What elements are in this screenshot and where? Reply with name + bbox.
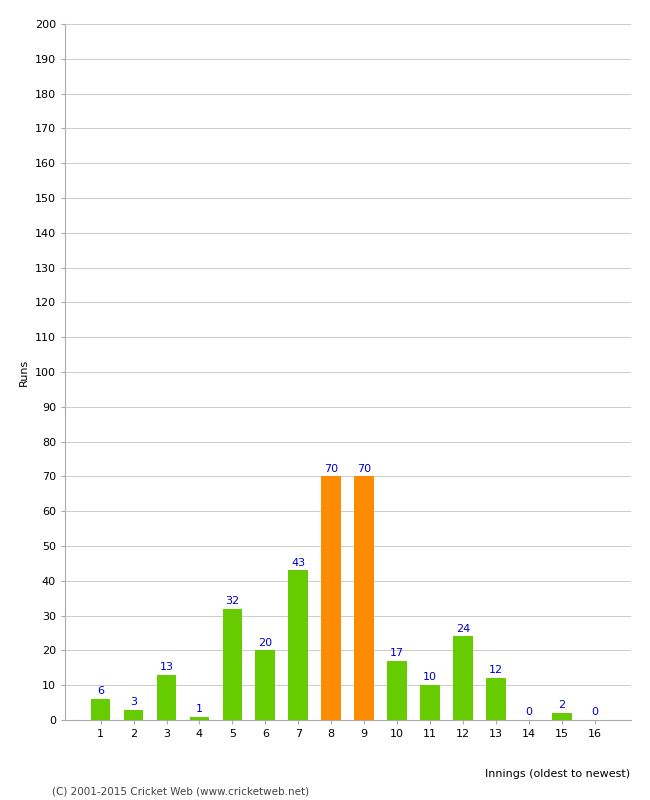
Text: 3: 3 [130, 697, 137, 706]
Text: (C) 2001-2015 Cricket Web (www.cricketweb.net): (C) 2001-2015 Cricket Web (www.cricketwe… [52, 786, 309, 796]
Text: 70: 70 [357, 464, 371, 474]
Bar [255, 650, 275, 720]
Text: 24: 24 [456, 624, 470, 634]
Text: 6: 6 [97, 686, 104, 696]
Text: 12: 12 [489, 666, 503, 675]
Text: 13: 13 [159, 662, 174, 672]
Text: 70: 70 [324, 464, 339, 474]
Bar [91, 699, 111, 720]
Text: 10: 10 [423, 673, 437, 682]
Text: 17: 17 [390, 648, 404, 658]
Bar [552, 713, 572, 720]
Bar [157, 674, 176, 720]
Bar [124, 710, 144, 720]
Bar [321, 477, 341, 720]
Bar [421, 685, 440, 720]
Text: 2: 2 [558, 700, 566, 710]
Y-axis label: Runs: Runs [20, 358, 29, 386]
Text: 1: 1 [196, 704, 203, 714]
Bar [289, 570, 308, 720]
Bar [453, 637, 473, 720]
Bar [190, 717, 209, 720]
Bar [222, 609, 242, 720]
Bar [354, 477, 374, 720]
Text: Innings (oldest to newest): Innings (oldest to newest) [486, 769, 630, 778]
Text: 43: 43 [291, 558, 305, 567]
Text: 20: 20 [258, 638, 272, 648]
Text: 32: 32 [226, 596, 239, 606]
Text: 0: 0 [525, 707, 532, 718]
Bar [387, 661, 407, 720]
Text: 0: 0 [592, 707, 599, 718]
Bar [486, 678, 506, 720]
